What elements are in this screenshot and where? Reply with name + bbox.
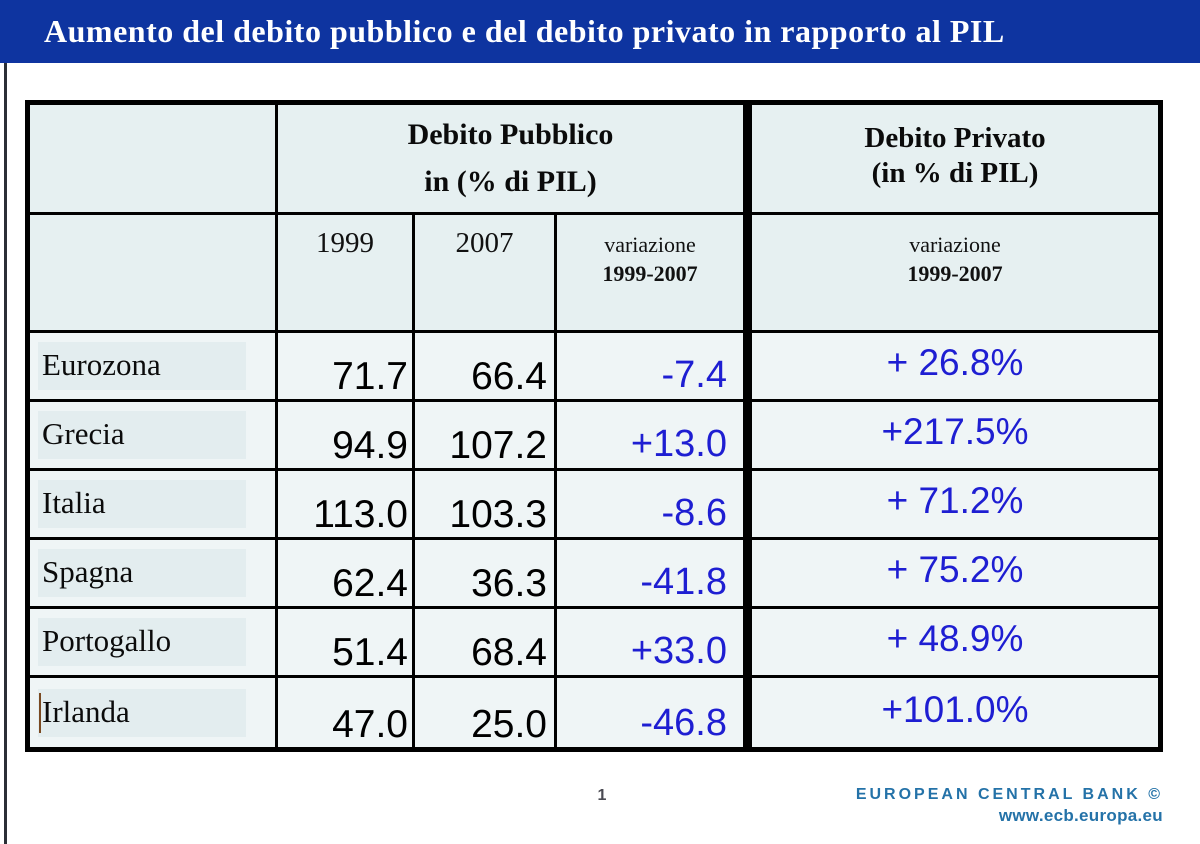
private-debt-group-header: Debito Privato (in % di PIL): [752, 105, 1158, 215]
private-variation-cell: + 75.2%: [752, 540, 1158, 609]
debt-1999-cell: 62.4: [278, 540, 415, 609]
private-variation-period: 1999-2007: [907, 260, 1003, 286]
private-variation-cell: + 71.2%: [752, 471, 1158, 540]
country-cell: Spagna: [30, 540, 278, 609]
debt-2007-cell: 66.4: [415, 333, 557, 402]
corner-empty-cell: [30, 105, 278, 215]
column-header-private-variation: variazione 1999-2007: [752, 215, 1158, 333]
debt-2007-cell: 107.2: [415, 402, 557, 471]
country-cell: Irlanda: [30, 678, 278, 747]
debt-2007-cell: 25.0: [415, 678, 557, 747]
country-header-empty-cell: [30, 215, 278, 333]
column-header-public-variation: variazione 1999-2007: [557, 215, 752, 333]
debt-1999-cell: 47.0: [278, 678, 415, 747]
public-debt-title-line1: Debito Pubblico: [407, 118, 614, 151]
ecb-url: www.ecb.europa.eu: [998, 806, 1163, 825]
country-cell: Portogallo: [30, 609, 278, 678]
private-debt-title-line2: (in % di PIL): [871, 156, 1039, 189]
public-variation-cell: -41.8: [557, 540, 752, 609]
public-variation-label: variazione: [604, 232, 696, 257]
ecb-footer: EUROPEAN CENTRAL BANK © www.ecb.europa.e…: [856, 785, 1163, 826]
debt-table: Debito Pubblico in (% di PIL) Debito Pri…: [25, 100, 1163, 752]
private-variation-cell: +217.5%: [752, 402, 1158, 471]
slide-title: Aumento del debito pubblico e del debito…: [44, 13, 1005, 49]
private-variation-label: variazione: [909, 232, 1001, 257]
country-label: Grecia: [38, 411, 246, 459]
window-left-edge: [4, 63, 7, 844]
public-variation-cell: -7.4: [557, 333, 752, 402]
debt-2007-cell: 36.3: [415, 540, 557, 609]
public-debt-group-header: Debito Pubblico in (% di PIL): [278, 105, 752, 215]
debt-2007-cell: 103.3: [415, 471, 557, 540]
debt-1999-cell: 71.7: [278, 333, 415, 402]
public-variation-cell: -8.6: [557, 471, 752, 540]
private-variation-cell: + 48.9%: [752, 609, 1158, 678]
country-label: Italia: [38, 480, 246, 528]
public-variation-cell: +33.0: [557, 609, 752, 678]
private-variation-cell: + 26.8%: [752, 333, 1158, 402]
text-cursor: [39, 693, 41, 733]
public-debt-title-line2: in (% di PIL): [424, 164, 597, 198]
private-variation-cell: +101.0%: [752, 678, 1158, 747]
country-cell: Grecia: [30, 402, 278, 471]
debt-1999-cell: 51.4: [278, 609, 415, 678]
column-header-2007: 2007: [415, 215, 557, 333]
debt-1999-cell: 94.9: [278, 402, 415, 471]
public-variation-period: 1999-2007: [602, 260, 698, 286]
private-debt-title-line1: Debito Privato: [864, 122, 1046, 154]
public-variation-cell: -46.8: [557, 678, 752, 747]
country-label: Eurozona: [38, 342, 246, 390]
country-cell: Eurozona: [30, 333, 278, 402]
public-variation-cell: +13.0: [557, 402, 752, 471]
debt-1999-cell: 113.0: [278, 471, 415, 540]
page-number: 1: [597, 787, 607, 804]
country-label: Spagna: [38, 549, 246, 597]
country-label: Portogallo: [38, 618, 246, 666]
country-cell: Italia: [30, 471, 278, 540]
ecb-name: EUROPEAN CENTRAL BANK ©: [855, 786, 1163, 803]
title-band: Aumento del debito pubblico e del debito…: [0, 0, 1200, 63]
column-header-1999: 1999: [278, 215, 415, 333]
country-label: Irlanda: [38, 688, 246, 737]
debt-2007-cell: 68.4: [415, 609, 557, 678]
